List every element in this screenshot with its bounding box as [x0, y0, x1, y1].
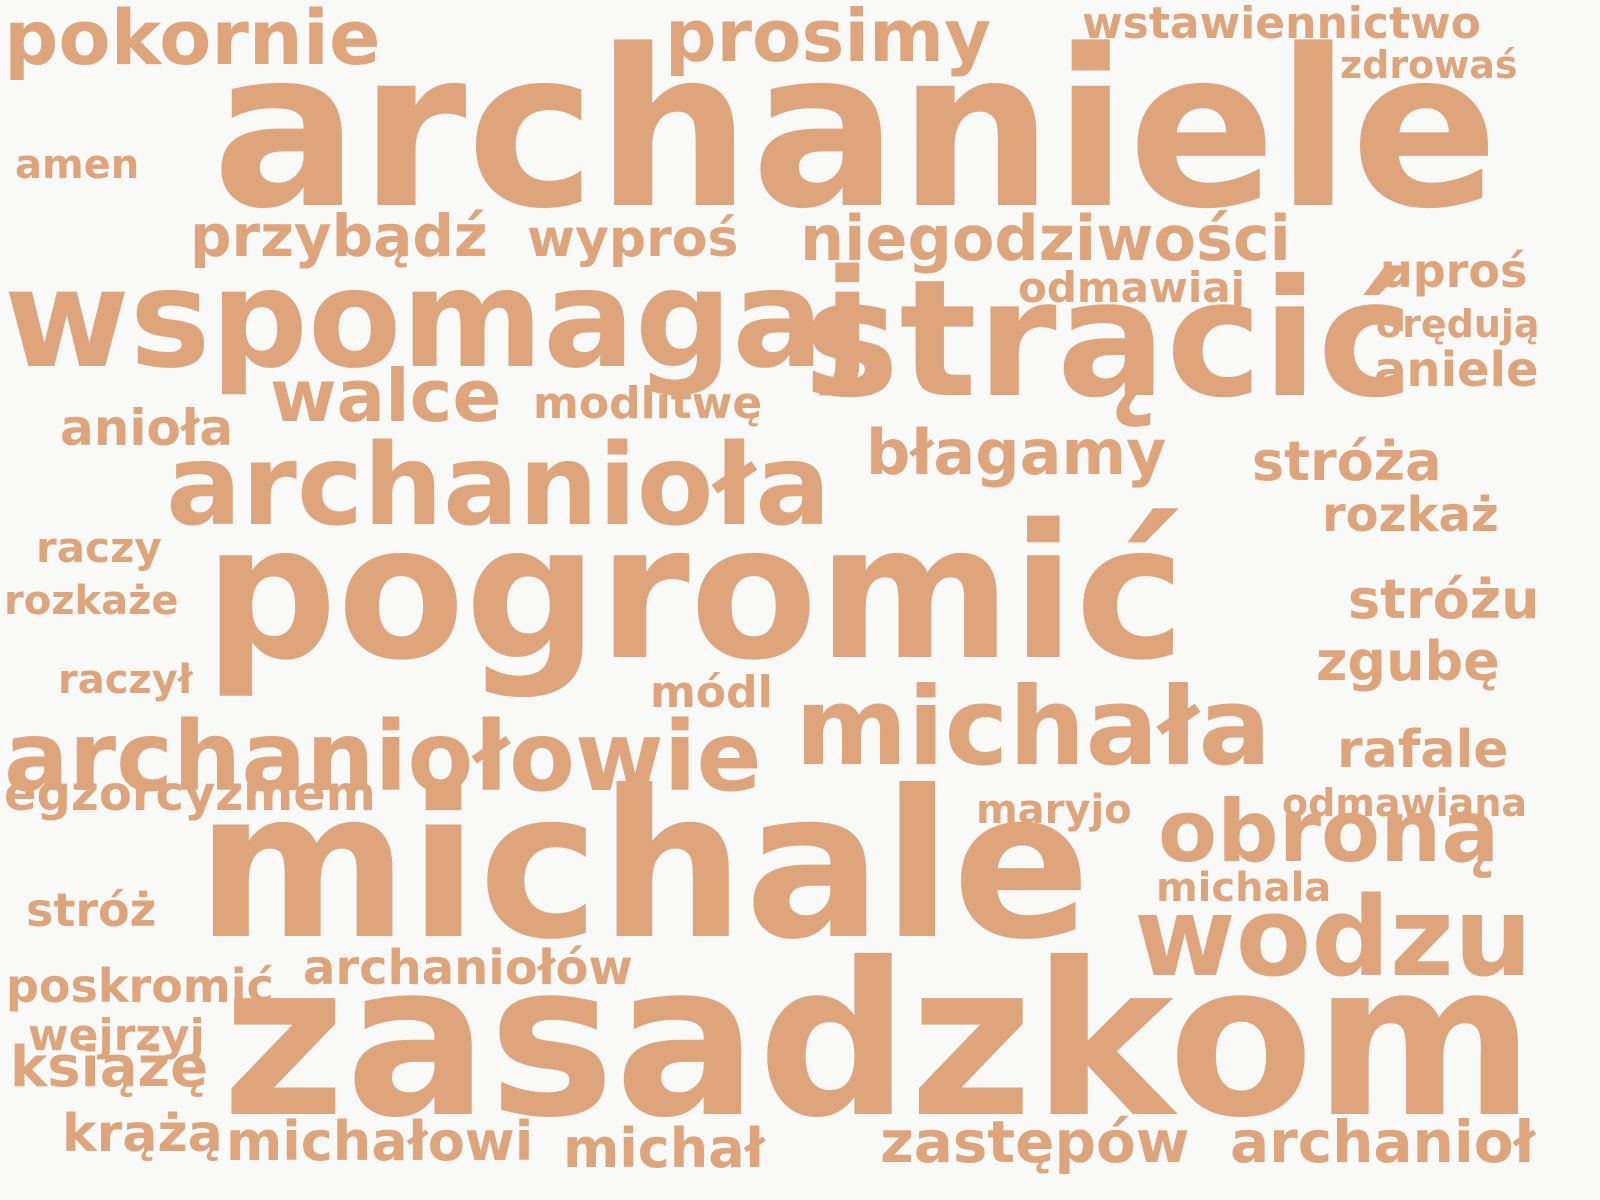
word-pogromic: pogromić: [204, 484, 1186, 701]
word-niegodziwosci: niegodziwości: [800, 202, 1291, 275]
word-zastepow: zastępów: [880, 1108, 1190, 1176]
word-zasadzkom: zasadzkom: [222, 917, 1535, 1164]
word-michal: michał: [563, 1117, 765, 1180]
word-wspomagaj: wspomagaj: [4, 241, 871, 399]
word-wejrzyj: wejrzyj: [28, 1010, 205, 1061]
word-strozu: stróżu: [1348, 568, 1540, 631]
word-egzorcyzmem: egzorcyzmem: [4, 766, 376, 822]
word-archaniele: archaniele: [212, 4, 1499, 257]
word-raczyl: raczył: [58, 657, 193, 703]
word-michala-plain: michala: [1156, 865, 1332, 911]
word-raczy: raczy: [36, 523, 162, 572]
word-ksiaze: książę: [10, 1035, 209, 1100]
word-michala: michała: [795, 665, 1272, 790]
word-rafale: rafale: [1337, 720, 1509, 780]
word-wstawiennictwo: wstawiennictwo: [1082, 0, 1481, 49]
word-wypros: wyproś: [527, 209, 739, 269]
word-odmawiaj: odmawiaj: [1018, 263, 1245, 312]
word-prosimy: prosimy: [665, 0, 992, 78]
word-poskromic: poskromić: [6, 959, 274, 1013]
word-michalowi: michałowi: [226, 1110, 534, 1173]
word-rozkaz: rozkaż: [1322, 487, 1499, 543]
word-aniola: anioła: [60, 399, 234, 457]
word-przybadz: przybądź: [190, 202, 488, 270]
word-archaniol: archanioł: [1230, 1108, 1536, 1176]
word-zgube: zgubę: [1316, 630, 1500, 693]
word-rozkaze: rozkaże: [4, 578, 179, 624]
word-stroz: stróż: [26, 883, 157, 937]
word-stracic: strącić: [803, 246, 1414, 434]
word-aniele: aniele: [1374, 342, 1539, 398]
word-stroza: stróża: [1252, 430, 1442, 493]
word-oreduja: orędują: [1376, 302, 1540, 346]
word-amen: amen: [15, 142, 140, 188]
word-walce: walce: [270, 354, 502, 438]
word-archaniolow: archaniołów: [303, 940, 633, 996]
word-michale: michale: [196, 748, 1091, 985]
word-pokornie: pokornie: [4, 0, 381, 82]
word-zdrowas: zdrowaś: [1340, 43, 1518, 87]
word-odmawiana: odmawiana: [1282, 781, 1528, 825]
word-archaniolowie: archaniołowie: [4, 701, 762, 813]
word-kraza: krążą: [62, 1104, 223, 1164]
word-modl: módl: [650, 667, 773, 718]
word-blagamy: błagamy: [866, 416, 1167, 489]
word-modlitwe: modlitwę: [533, 378, 763, 429]
word-obrona: obroną: [1158, 782, 1500, 882]
word-upros: uproś: [1380, 244, 1528, 298]
word-archaniola: archanioła: [166, 421, 831, 551]
word-maryjo: maryjo: [976, 787, 1132, 833]
word-wodzu: wodzu: [1134, 873, 1533, 1001]
